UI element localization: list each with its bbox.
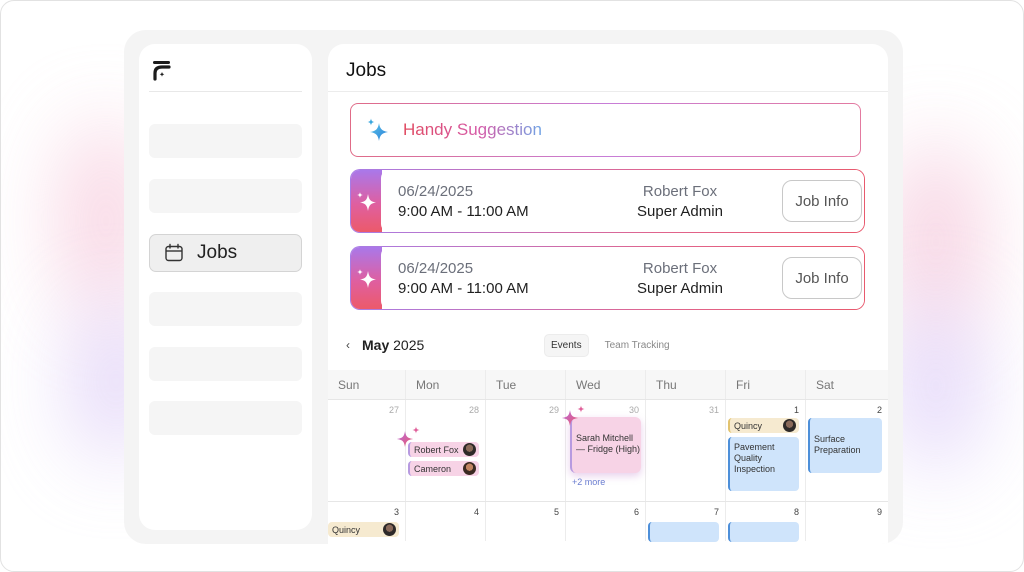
calendar-event[interactable]: Pavement Quality Inspection [728,437,799,491]
weekday-label: Thu [646,370,726,399]
weekday-label: Wed [566,370,646,399]
calendar-event[interactable] [648,522,719,542]
job-assignee-name: Robert Fox [642,182,718,200]
calendar-week-row: 3 Quincy 4 5 6 [328,501,888,542]
job-info-button[interactable]: Job Info [782,257,862,299]
calendar-day-cell[interactable]: 8 [726,502,806,542]
sidebar-item-placeholder[interactable] [149,292,302,326]
sparkle-icon [562,405,585,426]
weekday-label: Fri [726,370,806,399]
avatar [783,419,796,432]
sparkle-icon [356,269,376,288]
day-number: 4 [473,507,479,517]
job-assignee-name: Robert Fox [642,259,718,277]
job-assignee-role: Super Admin [637,279,723,297]
day-number: 31 [708,405,719,415]
day-number: 9 [876,507,882,517]
job-date: 06/24/2025 [398,182,474,200]
calendar-day-cell[interactable]: 7 [646,502,726,542]
tab-events[interactable]: Events [544,333,589,357]
calendar-day-cell[interactable]: 4 [406,502,486,541]
calendar-month-label: May 2025 [362,337,425,353]
main-panel: Jobs Handy Suggestion [328,44,888,544]
avatar [463,462,476,475]
weekday-label: Sun [328,370,406,399]
job-time: 9:00 AM - 11:00 AM [398,202,529,220]
day-number: 3 [393,507,399,517]
calendar-day-cell[interactable]: 9 [806,502,888,541]
sidebar-item-label: Jobs [197,242,238,263]
handy-suggestion-banner[interactable]: Handy Suggestion [350,103,861,157]
calendar-day-cell[interactable]: 6 [566,502,646,541]
calendar-event-highlighted[interactable]: Sarah Mitchell — Fridge (High) [570,417,641,473]
calendar-event[interactable]: Robert Fox [408,442,479,457]
job-assignee-role: Super Admin [637,202,723,220]
sidebar-item-placeholder[interactable] [149,347,302,381]
more-events-link[interactable]: +2 more [572,477,606,487]
sidebar-item-placeholder[interactable] [149,401,302,435]
sparkle-icon [356,192,376,211]
calendar-header: ‹ May 2025 Events Team Tracking [346,333,876,357]
day-number: 5 [553,507,559,517]
job-info-button[interactable]: Job Info [782,180,862,222]
weekday-label: Sat [816,378,835,392]
calendar-event[interactable]: Quincy [728,418,799,433]
page-header: Jobs [328,44,888,92]
calendar-day-cell[interactable]: 29 [486,400,566,501]
sidebar-item-jobs[interactable]: Jobs [149,234,302,272]
day-number: 1 [793,405,799,415]
day-number: 2 [876,405,882,415]
calendar-day-cell[interactable]: 30 Sarah Mitchell — Fridge (High) +2 mor… [562,400,646,501]
day-number: 27 [388,405,399,415]
calendar-day-cell[interactable]: 2 Surface Preparation [806,400,888,501]
day-number: 8 [793,507,799,517]
background-glow [891,301,981,471]
job-time: 9:00 AM - 11:00 AM [398,279,529,297]
chevron-left-icon[interactable]: ‹ [346,338,350,352]
calendar-grid: Sun Mon Tue Wed Thu Fri Sat 27 28 [328,370,888,542]
page-title: Jobs [346,60,387,81]
sparkle-icon [367,118,388,141]
calendar-event[interactable]: Quincy [328,522,399,537]
calendar-icon [165,243,183,262]
job-suggestion-card[interactable]: 06/24/2025 9:00 AM - 11:00 AM Robert Fox… [350,169,865,233]
calendar-view-tabs: Events Team Tracking [544,333,676,357]
app-window: Jobs Jobs Handy Suggestion [124,30,903,544]
calendar-week-row: 27 28 Robert Fox [328,399,888,501]
calendar-day-cell[interactable]: 5 [486,502,566,541]
job-suggestion-card[interactable]: 06/24/2025 9:00 AM - 11:00 AM Robert Fox… [350,246,865,310]
job-date: 06/24/2025 [398,259,474,277]
weekday-label: Mon [406,370,486,399]
sidebar-divider [149,91,302,92]
avatar [463,443,476,456]
day-number: 6 [633,507,639,517]
calendar-day-cell[interactable]: 27 [328,400,406,501]
calendar-event[interactable]: Cameron [408,461,479,476]
calendar-event[interactable] [728,522,799,542]
brand-logo-icon[interactable] [152,59,174,81]
sparkle-icon [397,426,420,447]
sidebar: Jobs [139,44,312,530]
day-number: 28 [468,405,479,415]
weekday-label: Tue [486,370,566,399]
day-number: 30 [628,405,639,415]
tab-team-tracking[interactable]: Team Tracking [604,339,670,351]
calendar-day-cell[interactable]: 28 Robert Fox Cameron [397,400,486,501]
suggestion-label: Handy Suggestion [403,120,542,139]
weekday-header-row: Sun Mon Tue Wed Thu Fri Sat [328,370,888,399]
sidebar-item-placeholder[interactable] [149,179,302,213]
day-number: 7 [713,507,719,517]
calendar-day-cell[interactable]: 3 Quincy [328,502,406,541]
sidebar-item-placeholder[interactable] [149,124,302,158]
calendar-event[interactable]: Surface Preparation [808,418,882,473]
day-number: 29 [548,405,559,415]
calendar-day-cell[interactable]: 31 [646,400,726,501]
calendar-day-cell[interactable]: 1 Quincy Pavement Quality Inspection [726,400,806,501]
avatar [383,523,396,536]
